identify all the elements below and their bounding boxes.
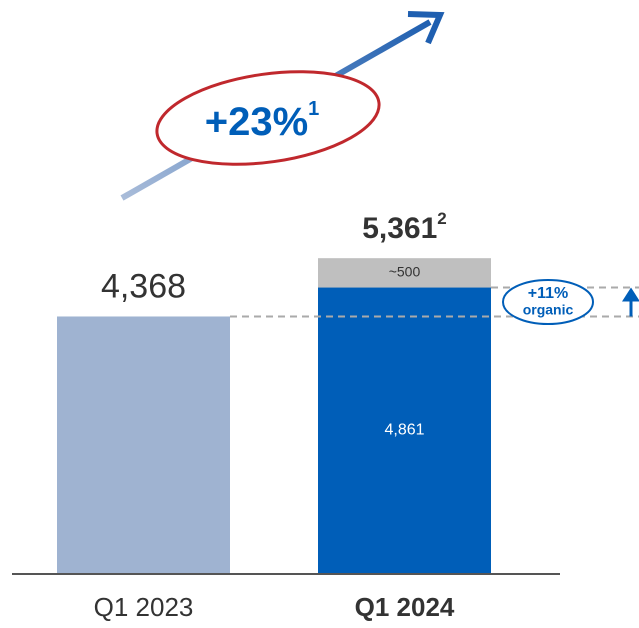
bar-segment (57, 316, 230, 573)
bar-segment (318, 258, 491, 288)
total-value: 5,361 (362, 212, 437, 245)
highlight-ellipse (155, 70, 381, 166)
bar-segment (318, 287, 491, 573)
growth-label: +23%1 (205, 98, 320, 143)
organic-sublabel: organic (523, 302, 574, 318)
x-tick-label: Q1 2024 (355, 592, 455, 622)
total-label: 5,3612 (362, 210, 447, 245)
total-superscript: 2 (437, 210, 446, 229)
value-label: 4,368 (101, 267, 186, 305)
x-tick-label: Q1 2023 (94, 592, 194, 622)
value-label: 4,861 (384, 421, 424, 438)
organic-arrowhead (622, 287, 639, 302)
organic-ellipse (502, 279, 594, 326)
organic-label: +11% (528, 285, 568, 302)
value-label: ~500 (389, 264, 421, 280)
